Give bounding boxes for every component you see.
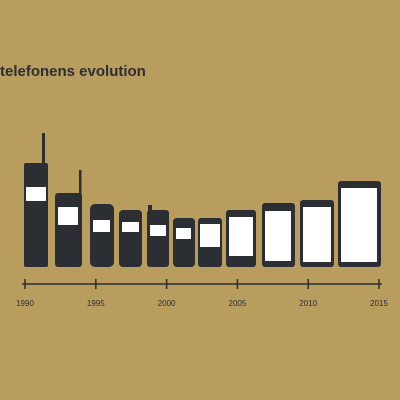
- phone: [55, 193, 82, 267]
- x-tick-label: 1990: [16, 299, 34, 308]
- screen: [176, 228, 191, 239]
- screen: [150, 225, 166, 236]
- screen: [341, 188, 377, 262]
- x-tick-label: 2005: [229, 299, 247, 308]
- phone: [90, 204, 114, 267]
- screen: [58, 207, 78, 225]
- screen: [229, 217, 253, 256]
- x-tick-label: 2010: [299, 299, 317, 308]
- screen: [26, 187, 46, 201]
- phones: [24, 133, 381, 267]
- screen: [303, 207, 331, 262]
- x-tick-label: 2015: [370, 299, 388, 308]
- screen: [122, 222, 139, 232]
- antenna: [42, 133, 45, 165]
- antenna: [148, 205, 152, 213]
- phone: [24, 163, 48, 267]
- antenna: [79, 170, 82, 195]
- phone: [119, 210, 142, 267]
- phone: [173, 218, 195, 267]
- x-tick-label: 1995: [87, 299, 105, 308]
- chart-title: telefonens evolution: [0, 63, 146, 80]
- screen: [93, 220, 110, 232]
- x-tick-label: 2000: [158, 299, 176, 308]
- screen: [265, 211, 291, 261]
- phone: [147, 210, 169, 267]
- screen: [200, 224, 220, 247]
